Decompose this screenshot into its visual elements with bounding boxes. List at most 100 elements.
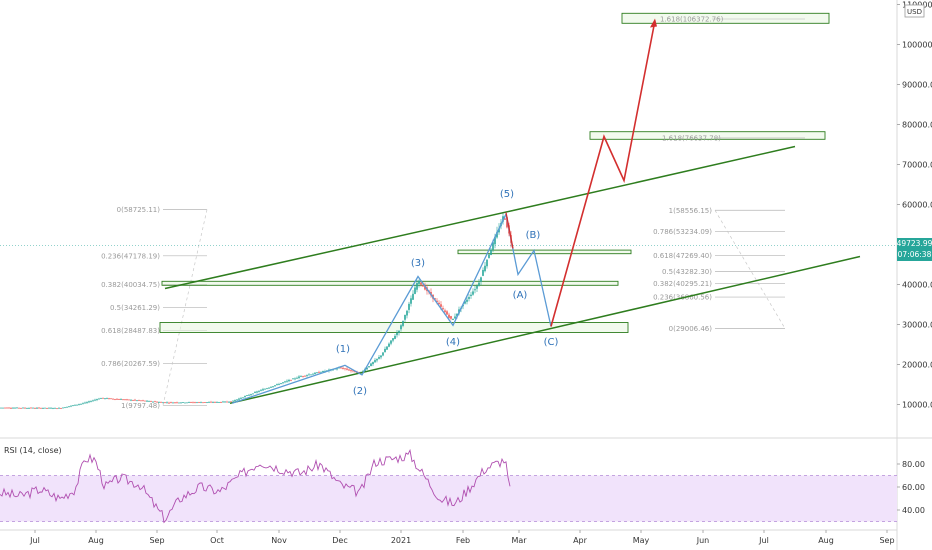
- price-candle[interactable]: [148, 400, 150, 402]
- price-candle[interactable]: [2, 407, 4, 409]
- price-candle[interactable]: [464, 301, 466, 304]
- price-candle[interactable]: [286, 380, 288, 382]
- price-candle[interactable]: [276, 384, 278, 385]
- price-candle[interactable]: [68, 406, 70, 408]
- price-candle[interactable]: [394, 335, 396, 339]
- price-candle[interactable]: [408, 303, 410, 310]
- price-candle[interactable]: [396, 332, 398, 336]
- price-candle[interactable]: [238, 398, 240, 400]
- price-candle[interactable]: [118, 399, 120, 400]
- price-candle[interactable]: [218, 402, 220, 403]
- price-candle[interactable]: [76, 404, 78, 406]
- price-candle[interactable]: [162, 402, 164, 404]
- price-candle[interactable]: [192, 402, 194, 404]
- price-candle[interactable]: [312, 373, 314, 375]
- channel-upper-2[interactable]: [512, 145, 796, 212]
- price-candle[interactable]: [412, 293, 414, 300]
- price-candle[interactable]: [198, 402, 200, 403]
- price-candle[interactable]: [450, 316, 452, 319]
- price-candle[interactable]: [102, 397, 104, 399]
- price-candle[interactable]: [16, 407, 18, 409]
- price-candle[interactable]: [454, 316, 456, 319]
- price-candle[interactable]: [296, 377, 298, 379]
- currency-badge[interactable]: [904, 4, 925, 18]
- price-candle[interactable]: [94, 399, 96, 401]
- support-zone-box[interactable]: [621, 12, 830, 24]
- price-candle[interactable]: [440, 304, 442, 307]
- price-candle[interactable]: [96, 399, 98, 401]
- price-candle[interactable]: [84, 402, 86, 404]
- price-candle[interactable]: [406, 310, 408, 316]
- price-candle[interactable]: [226, 401, 228, 403]
- price-candle[interactable]: [134, 399, 136, 401]
- price-candle[interactable]: [468, 297, 470, 299]
- price-candle[interactable]: [386, 346, 388, 350]
- price-candle[interactable]: [490, 249, 492, 255]
- price-candle[interactable]: [174, 402, 176, 404]
- price-candle[interactable]: [310, 374, 312, 376]
- price-candle[interactable]: [18, 407, 20, 409]
- price-candle[interactable]: [214, 401, 216, 403]
- price-candle[interactable]: [392, 338, 394, 341]
- price-candle[interactable]: [260, 389, 262, 391]
- price-candle[interactable]: [416, 282, 418, 290]
- price-candle[interactable]: [8, 407, 10, 409]
- price-candle[interactable]: [20, 407, 22, 409]
- price-candle[interactable]: [258, 391, 260, 392]
- price-candle[interactable]: [80, 403, 82, 405]
- price-candle[interactable]: [498, 228, 500, 233]
- price-candle[interactable]: [254, 392, 256, 393]
- price-candle[interactable]: [230, 401, 232, 403]
- price-candle[interactable]: [290, 379, 292, 381]
- price-candle[interactable]: [400, 325, 402, 330]
- price-candle[interactable]: [232, 400, 234, 402]
- price-candle[interactable]: [86, 402, 88, 403]
- price-candle[interactable]: [316, 372, 318, 374]
- price-candle[interactable]: [202, 402, 204, 404]
- price-candle[interactable]: [186, 402, 188, 404]
- price-candle[interactable]: [378, 357, 380, 359]
- price-candle[interactable]: [14, 407, 16, 409]
- price-candle[interactable]: [24, 407, 26, 409]
- price-candle[interactable]: [314, 372, 316, 374]
- price-candle[interactable]: [250, 394, 252, 395]
- price-candle[interactable]: [358, 371, 360, 373]
- price-candle[interactable]: [196, 402, 198, 404]
- price-candle[interactable]: [136, 400, 138, 402]
- price-candle[interactable]: [274, 385, 276, 387]
- price-candle[interactable]: [32, 407, 34, 409]
- price-candle[interactable]: [236, 399, 238, 401]
- price-candle[interactable]: [244, 396, 246, 398]
- price-candle[interactable]: [156, 401, 158, 403]
- price-candle[interactable]: [122, 399, 124, 401]
- price-candle[interactable]: [112, 398, 114, 400]
- price-candle[interactable]: [486, 259, 488, 267]
- price-candle[interactable]: [374, 360, 376, 363]
- price-candle[interactable]: [350, 370, 352, 372]
- price-candle[interactable]: [338, 367, 340, 369]
- price-candle[interactable]: [10, 407, 12, 409]
- price-candle[interactable]: [170, 402, 172, 404]
- price-candle[interactable]: [410, 298, 412, 304]
- price-candle[interactable]: [472, 291, 474, 295]
- price-candle[interactable]: [44, 407, 46, 409]
- price-candle[interactable]: [346, 368, 348, 370]
- price-candle[interactable]: [50, 407, 52, 409]
- price-candle[interactable]: [52, 408, 54, 410]
- price-candle[interactable]: [220, 402, 222, 403]
- price-candle[interactable]: [182, 402, 184, 403]
- price-candle[interactable]: [368, 366, 370, 368]
- price-candle[interactable]: [242, 397, 244, 399]
- price-candle[interactable]: [62, 407, 64, 409]
- price-candle[interactable]: [154, 401, 156, 403]
- price-candle[interactable]: [484, 265, 486, 272]
- price-candle[interactable]: [22, 407, 24, 409]
- price-candle[interactable]: [224, 401, 226, 403]
- price-candle[interactable]: [246, 395, 248, 397]
- price-candle[interactable]: [336, 368, 338, 370]
- price-candle[interactable]: [138, 400, 140, 401]
- price-candle[interactable]: [178, 402, 180, 404]
- price-candle[interactable]: [28, 407, 30, 409]
- price-candle[interactable]: [480, 277, 482, 282]
- price-candle[interactable]: [210, 401, 212, 403]
